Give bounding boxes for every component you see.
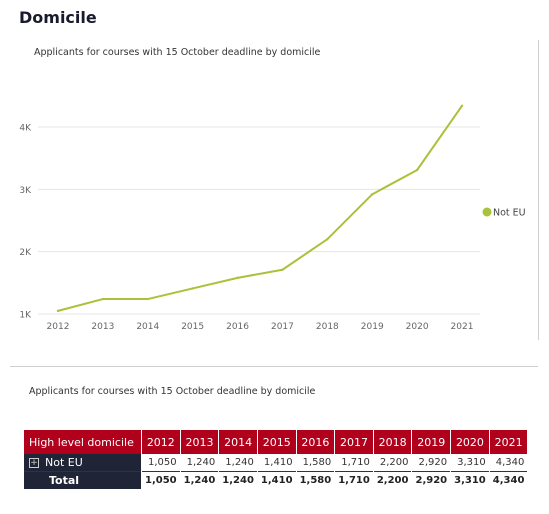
table-cell: 2,200	[373, 454, 413, 472]
table-cell: 1,410	[257, 454, 297, 472]
table-header-row: High level domicile 2012 2013 2014 2015 2016…	[24, 430, 529, 454]
x-tick-label: 2013	[91, 322, 114, 332]
y-tick-label: 3K	[19, 186, 32, 196]
data-point[interactable]	[371, 193, 374, 196]
table-cell: 1,240	[180, 454, 220, 472]
table-cell: 1,580	[296, 471, 336, 489]
table-cell: 1,710	[334, 454, 374, 472]
section-divider	[10, 366, 538, 367]
panel-border	[538, 40, 539, 340]
table-row: Total 1,050 1,240 1,240 1,410 1,580 1,710 2,200…	[24, 471, 529, 489]
x-tick-label: 2012	[47, 322, 70, 332]
x-tick-label: 2018	[316, 322, 339, 332]
x-tick-label: 2020	[406, 322, 429, 332]
table-cell: 1,050	[141, 471, 181, 489]
header-domicile[interactable]: High level domicile	[24, 430, 142, 454]
data-point[interactable]	[281, 268, 284, 271]
table-row: + Not EU 1,050 1,240 1,240 1,410 1,580 1,710 2,2…	[24, 454, 529, 472]
x-tick-label: 2014	[136, 322, 159, 332]
table-cell: 1,240	[218, 454, 258, 472]
x-tick-label: 2019	[361, 322, 384, 332]
table-cell: 1,240	[218, 471, 258, 489]
row-label-text: Total	[49, 474, 80, 487]
series-line[interactable]	[57, 105, 463, 312]
x-axis-ticks: 2012 2013 2014 2015 2016 2017 2018 2019 2020 2021	[47, 322, 474, 332]
row-label[interactable]: + Not EU	[24, 454, 142, 472]
table-cell: 4,340	[489, 471, 529, 489]
table-cell: 2,200	[373, 471, 413, 489]
header-year[interactable]: 2012	[141, 430, 181, 454]
row-label: Total	[24, 471, 142, 489]
header-year[interactable]: 2021	[489, 430, 529, 454]
section-title: Domicile	[19, 8, 97, 27]
chart-title: Applicants for courses with 15 October d…	[34, 47, 321, 58]
x-tick-label: 2021	[451, 322, 474, 332]
data-table: High level domicile 2012 2013 2014 2015 2016…	[24, 430, 529, 489]
table-cell: 1,410	[257, 471, 297, 489]
gridlines	[38, 126, 480, 315]
header-year[interactable]: 2018	[373, 430, 413, 454]
series-layer	[56, 104, 464, 313]
y-tick-label: 4K	[19, 124, 32, 134]
legend-marker	[482, 207, 492, 217]
header-year[interactable]: 2016	[296, 430, 336, 454]
table-cell: 1,240	[180, 471, 220, 489]
header-year[interactable]: 2013	[180, 430, 220, 454]
table-cell: 1,710	[334, 471, 374, 489]
expand-icon[interactable]: +	[29, 458, 39, 468]
table-cell: 3,310	[450, 471, 490, 489]
data-point[interactable]	[460, 104, 464, 108]
y-tick-label: 2K	[19, 248, 32, 258]
table-cell: 1,580	[296, 454, 336, 472]
header-year[interactable]: 2019	[411, 430, 452, 454]
data-point[interactable]	[146, 297, 149, 301]
data-point[interactable]	[326, 238, 329, 241]
header-year[interactable]: 2014	[218, 430, 258, 454]
table-cell: 3,310	[450, 454, 490, 472]
table-cell: 4,340	[489, 454, 529, 472]
x-tick-label: 2017	[271, 322, 294, 332]
data-point[interactable]	[191, 287, 194, 290]
data-point[interactable]	[236, 276, 239, 280]
legend[interactable]: Not EU	[482, 207, 526, 219]
data-point[interactable]	[415, 168, 419, 172]
table-title: Applicants for courses with 15 October d…	[29, 386, 316, 397]
x-tick-label: 2016	[226, 322, 249, 332]
header-year[interactable]: 2020	[450, 430, 490, 454]
table-cell: 2,920	[411, 471, 452, 489]
data-point[interactable]	[101, 297, 105, 301]
table-cell: 1,050	[141, 454, 181, 472]
y-axis-ticks: 1K 2K 3K 4K	[19, 124, 32, 321]
header-year[interactable]: 2015	[257, 430, 297, 454]
header-year[interactable]: 2017	[334, 430, 374, 454]
y-tick-label: 1K	[19, 311, 32, 321]
legend-label[interactable]: Not EU	[493, 208, 526, 219]
table-cell: 2,920	[411, 454, 452, 472]
data-point[interactable]	[56, 309, 60, 313]
x-tick-label: 2015	[181, 322, 204, 332]
row-label-text: Not EU	[45, 456, 83, 469]
